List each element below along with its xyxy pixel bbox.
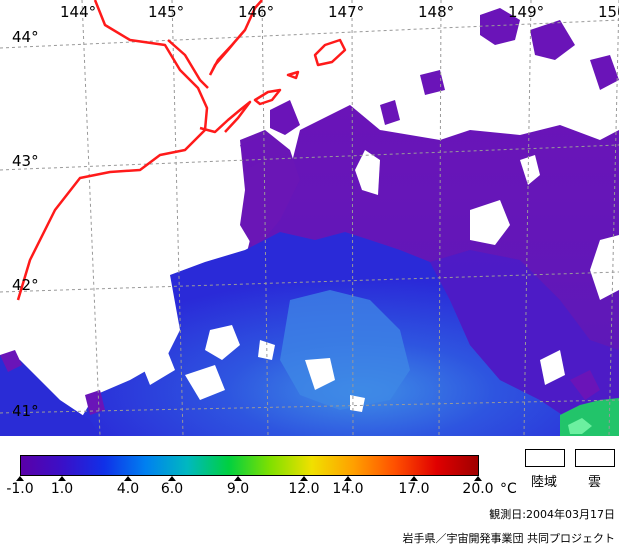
tick-label: 4.0 [116, 481, 140, 497]
lon-label-146: 146° [238, 3, 274, 21]
ocean-transition [430, 250, 619, 420]
shiretoko-peninsula [167, 39, 209, 89]
tick-label: 14.0 [332, 481, 364, 497]
tick-label: 12.0 [288, 481, 320, 497]
tick-label: 6.0 [160, 481, 184, 497]
tick-label: 1.0 [50, 481, 74, 497]
lon-label-148: 148° [418, 3, 454, 21]
temperature-unit: °C [500, 481, 517, 497]
cloud-legend-label: 雲 [588, 475, 602, 490]
lat-label-41: 41° [12, 402, 39, 420]
tick-label: 9.0 [226, 481, 250, 497]
lon-label-149: 149° [508, 3, 544, 21]
tick-mark [168, 476, 176, 481]
kunashiri-island [208, 0, 263, 76]
temperature-colorbar [20, 455, 479, 476]
ocean-green-core [568, 418, 592, 434]
lon-label-145: 145° [148, 3, 184, 21]
tick-mark [124, 476, 132, 481]
small-islet [286, 70, 300, 80]
longitude-labels: 144° 145° 146° 147° 148° 149° 150 [60, 3, 619, 21]
nemuro-coast [199, 100, 252, 134]
land-legend-label: 陸域 [531, 475, 558, 490]
cloud-legend-swatch [575, 449, 615, 467]
lon-label-150: 150 [598, 3, 619, 21]
tick-label: 20.0 [462, 481, 494, 497]
lon-label-144: 144° [60, 3, 96, 21]
lat-label-42: 42° [12, 276, 39, 294]
tick-mark [410, 476, 418, 481]
sea-surface-temperature-map: 144° 145° 146° 147° 148° 149° 150 44° 43… [0, 0, 619, 436]
cloud-patches [140, 150, 619, 412]
tick-label: -1.0 [6, 481, 34, 497]
observation-date: 観測日:2004年03月17日 [489, 508, 615, 521]
tick-mark [474, 476, 482, 481]
tick-mark [16, 476, 24, 481]
latitude-labels: 44° 43° 42° 41° [12, 28, 39, 420]
credit-line: 岩手県／宇宙開発事業団 共同プロジェクト [402, 532, 616, 545]
shikotan-island [253, 88, 282, 106]
lon-label-147: 147° [328, 3, 364, 21]
lat-label-44: 44° [12, 28, 39, 46]
hokkaido-coastline [16, 0, 209, 301]
coastline [16, 0, 347, 301]
tick-mark [234, 476, 242, 481]
ocean-sw [0, 355, 100, 436]
tick-mark [344, 476, 352, 481]
graticule [0, 0, 619, 436]
lat-label-43: 43° [12, 152, 39, 170]
etorofu-island [313, 38, 347, 67]
tick-label: 17.0 [398, 481, 430, 497]
tick-mark [300, 476, 308, 481]
tick-mark [58, 476, 66, 481]
ocean-scatter-north [0, 8, 619, 415]
land-legend-swatch [525, 449, 565, 467]
